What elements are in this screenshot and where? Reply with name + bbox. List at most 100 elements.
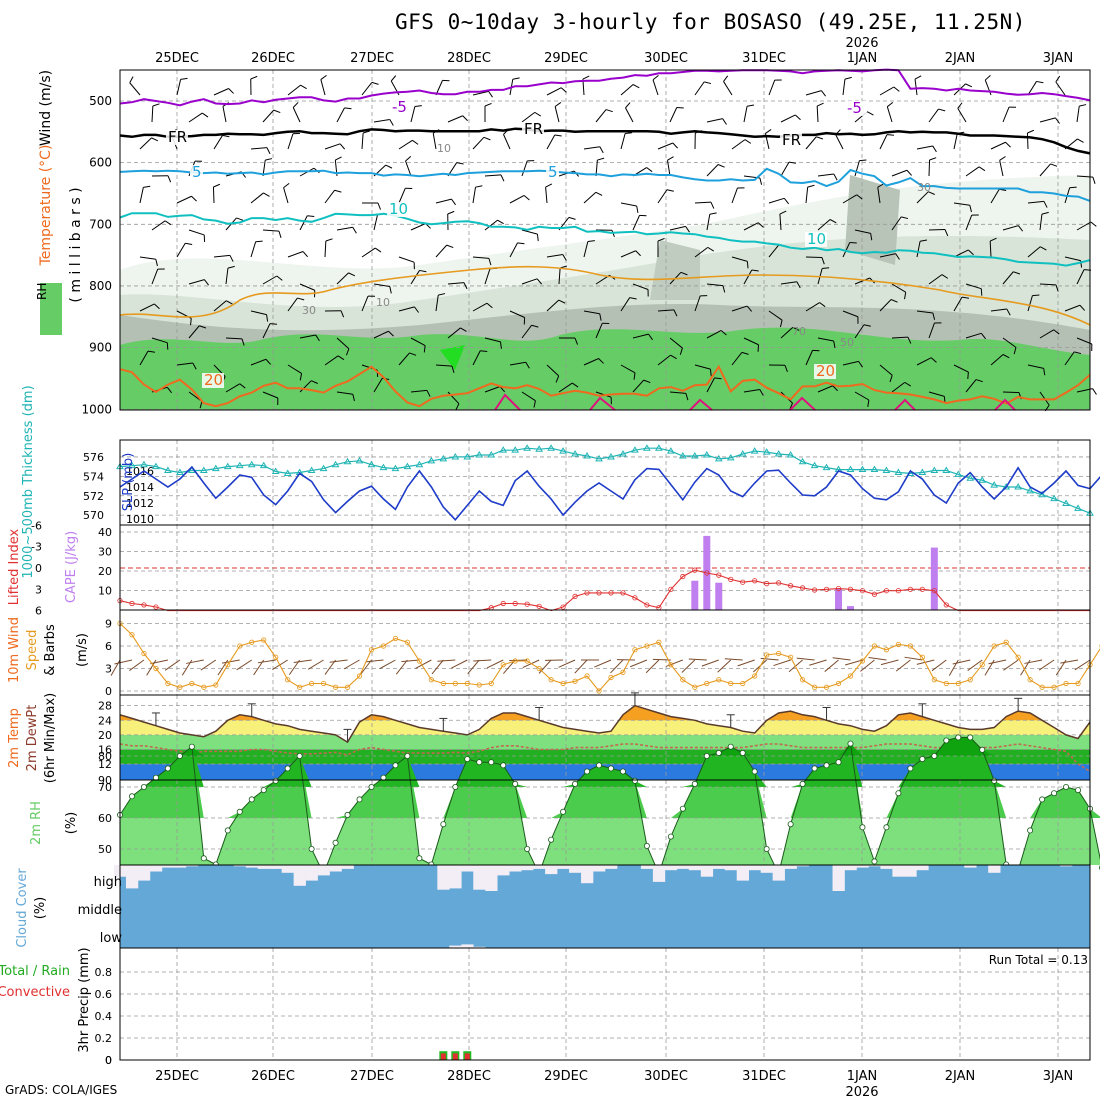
rh-point <box>272 777 279 784</box>
wind-barb-flag <box>893 86 900 92</box>
wind-barb <box>768 197 785 204</box>
pressure-tick-label: 900 <box>89 341 112 355</box>
wind-barb-flag <box>723 75 729 82</box>
high-cloud-bar <box>317 865 330 876</box>
wind-barb-flag <box>863 324 871 327</box>
wind-barb <box>694 295 701 312</box>
thickness-point <box>1026 486 1035 494</box>
rh-point <box>500 762 507 769</box>
wind-barb-flag <box>779 320 783 328</box>
wind-barb <box>891 169 908 177</box>
thickness-point <box>427 456 436 464</box>
wind-barb-flag <box>255 240 263 243</box>
wind-barb <box>287 297 298 312</box>
wind-barb-flag <box>932 145 937 153</box>
contour-label-bg <box>387 202 409 217</box>
wind-barb <box>509 310 525 318</box>
temp-area-20-24 <box>120 705 1090 743</box>
wind-barb-flag <box>302 251 309 258</box>
high-cloud-bar <box>844 865 857 871</box>
wind-barb <box>336 337 350 350</box>
wind-speed-point <box>440 680 446 687</box>
thickness-point <box>128 461 136 469</box>
high-cloud-bar <box>473 865 486 890</box>
wind-barb <box>657 142 674 150</box>
wind-barb <box>916 357 932 366</box>
wind-barb <box>484 337 501 343</box>
wind-barb <box>447 282 464 285</box>
wind-speed-point <box>416 658 422 664</box>
wind-barb <box>435 364 452 367</box>
temperature-contour <box>119 127 1091 155</box>
wind-panel-label-2: Speed <box>25 630 40 671</box>
wind-barb <box>435 244 448 258</box>
rh-point <box>1075 787 1082 794</box>
wind-barb-flag <box>389 286 392 294</box>
wind-barb <box>262 275 278 285</box>
lifted-index-point <box>931 588 937 594</box>
wind-barb-flag <box>143 185 151 188</box>
wind-barb-flag <box>625 132 633 135</box>
cross-section-frame <box>119 69 1091 411</box>
wind-speed-point <box>237 643 243 649</box>
lifted-index-point <box>919 586 925 592</box>
wind-barb-flag <box>1013 271 1021 275</box>
wind-barb-flag <box>192 362 197 370</box>
rh-point <box>643 842 650 849</box>
wind-barb-flag <box>185 242 193 245</box>
slp-tick-label: 1014 <box>126 481 154 494</box>
thickness-point <box>307 466 316 474</box>
wind-barb <box>928 108 939 123</box>
temp-above-mask <box>120 695 1090 743</box>
wind-speed-point <box>943 680 949 687</box>
wind-barb <box>780 161 790 177</box>
precip-legend-rain: Total / Rain <box>0 964 70 979</box>
high-cloud-bar <box>437 865 450 890</box>
lifted-index-point <box>799 585 806 591</box>
wind-barb <box>914 79 918 96</box>
wind-barb <box>435 198 452 204</box>
rh-point <box>296 753 303 760</box>
temp-tick-label: 28 <box>98 700 112 713</box>
date-label-bottom: 29DEC <box>544 1069 588 1084</box>
surface-wind-barb <box>486 659 504 669</box>
wind-barb-flag <box>337 355 345 361</box>
wind-barb <box>805 350 813 366</box>
lifted-index-tick-label: 0 <box>35 562 42 575</box>
cloud-sky-bg <box>120 865 1090 948</box>
wind-barb <box>447 115 463 123</box>
wind-barb-flag <box>598 358 604 364</box>
wind-barb <box>743 337 759 346</box>
wind-barb <box>472 136 485 150</box>
wind-barb <box>484 174 501 177</box>
high-cloud-bar <box>233 865 247 867</box>
thickness-point <box>702 451 711 458</box>
temp-band-16-20 <box>120 734 1090 750</box>
rh-point <box>631 777 638 784</box>
wind-barb-flag <box>906 169 913 176</box>
wind-barb <box>324 143 341 150</box>
wind-speed-point <box>356 673 363 679</box>
wind-barb <box>583 358 599 366</box>
surface-wind-barb <box>610 659 624 674</box>
wind-barb <box>965 166 980 177</box>
wind-barb <box>805 256 823 259</box>
thickness-point <box>415 460 424 468</box>
surface-wind-barb <box>293 659 312 664</box>
wind-barb <box>694 246 709 258</box>
wind-barb-flag <box>867 111 874 116</box>
wind-barb-flag <box>1077 138 1084 143</box>
wind-barb-flag <box>388 330 394 337</box>
thickness-point <box>235 461 244 469</box>
wind-barb-flag <box>895 253 900 260</box>
wind-barb <box>583 241 589 258</box>
thickness-point <box>475 451 484 458</box>
wind-barb-flag <box>266 147 271 155</box>
thickness-point <box>319 464 328 472</box>
high-cloud-bar <box>832 865 845 891</box>
rh-fill-90 <box>120 327 1090 410</box>
high-cloud-bar <box>856 865 869 868</box>
wind-barb <box>213 135 223 150</box>
wind-barb <box>694 201 712 204</box>
wind-barb <box>743 222 759 231</box>
